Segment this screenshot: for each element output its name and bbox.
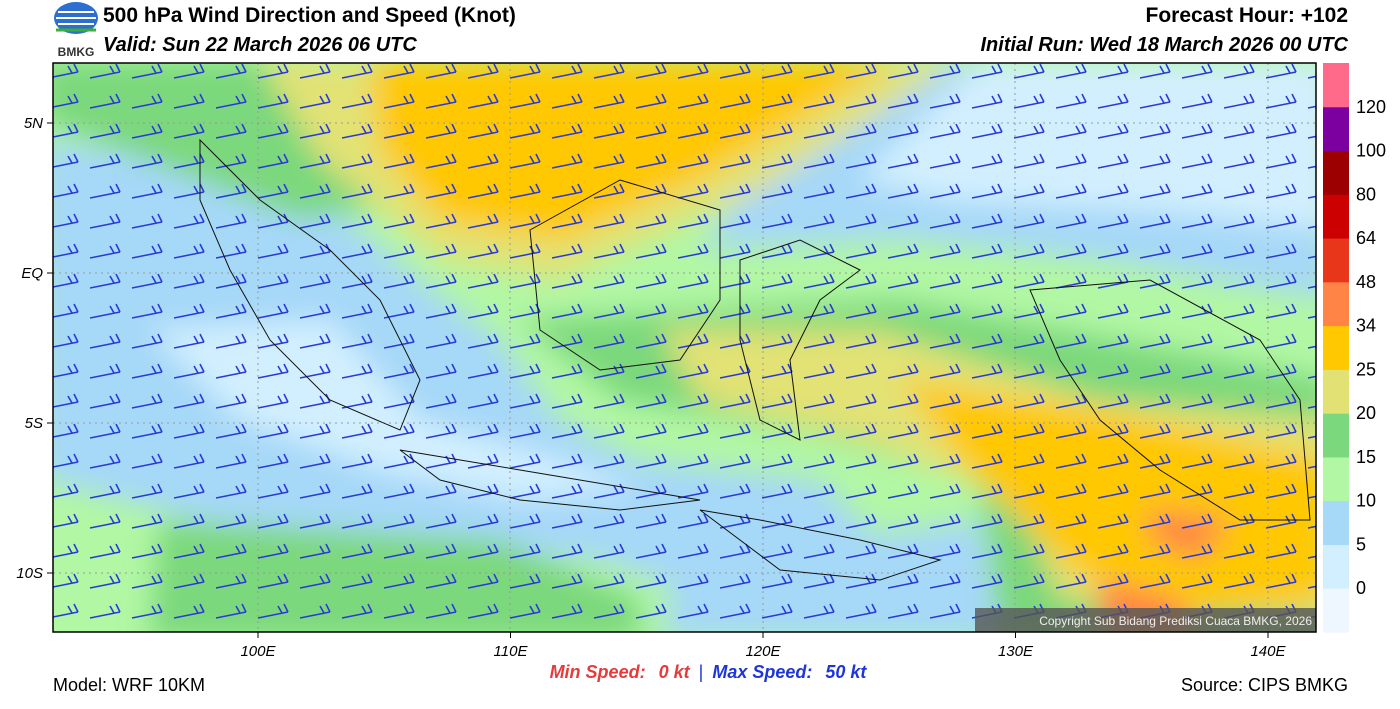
legend-label: 120 [1356,97,1386,117]
lat-label: 10S [16,565,43,582]
legend-label: 10 [1356,491,1376,511]
logo: BMKG [54,2,98,59]
source: Source: CIPS BMKG [1181,675,1348,695]
logo-text: BMKG [58,45,95,59]
initial-run: Initial Run: Wed 18 March 2026 00 UTC [980,34,1348,56]
legend-label: 20 [1356,403,1376,423]
wind-field: Copyright Sub Bidang Prediksi Cuaca BMKG… [53,63,1316,632]
legend: 0 5 10 15 20 25 34 48 64 80 100 120 [1323,63,1386,633]
legend-swatch [1323,281,1349,327]
copyright: Copyright Sub Bidang Prediksi Cuaca BMKG… [1039,614,1312,628]
lat-label: 5S [25,415,43,432]
legend-swatch [1323,238,1349,283]
legend-swatch [1323,194,1349,239]
legend-label: 80 [1356,184,1376,204]
legend-label: 25 [1356,359,1376,379]
legend-swatch [1323,63,1349,108]
lon-label: 130E [998,643,1034,660]
min-value: 0 kt [659,662,691,682]
legend-swatch [1323,588,1349,633]
graticule [53,63,1316,632]
legend-label: 100 [1356,141,1386,161]
legend-swatch [1323,456,1349,502]
legend-label: 15 [1356,447,1376,467]
lon-label: 110E [494,643,529,660]
legend-swatch [1323,106,1349,152]
legend-label: 64 [1356,228,1376,248]
legend-swatch [1323,325,1349,370]
legend-label: 34 [1356,316,1376,336]
lat-label: EQ [21,265,43,282]
speed-range: Min Speed: 0 kt | Max Speed: 50 kt [550,662,868,682]
map-frame [52,62,1317,633]
legend-swatch [1323,413,1349,458]
lon-label: 120E [745,643,781,660]
min-label: Min Speed: [550,662,646,682]
legend-swatch [1323,544,1349,589]
max-label: Max Speed: [712,662,812,682]
max-value: 50 kt [825,662,867,682]
lon-label: 140E [1250,643,1286,660]
forecast-hour: Forecast Hour: +102 [1146,4,1349,27]
legend-label: 0 [1356,578,1366,598]
lat-label: 5N [24,115,43,132]
model: Model: WRF 10KM [53,675,205,695]
separator: | [699,662,704,682]
axes: 5N EQ 5S 10S 100E 110E 120E 130E 140E [16,115,1286,660]
lon-label: 100E [240,643,276,660]
legend-label: 48 [1356,272,1376,292]
legend-swatch [1323,369,1349,414]
legend-swatch [1323,150,1349,195]
valid-time: Valid: Sun 22 March 2026 06 UTC [103,34,417,56]
coastlines [199,138,1311,581]
legend-swatch [1323,500,1349,545]
legend-label: 5 [1356,534,1366,554]
title: 500 hPa Wind Direction and Speed (Knot) [103,4,516,27]
